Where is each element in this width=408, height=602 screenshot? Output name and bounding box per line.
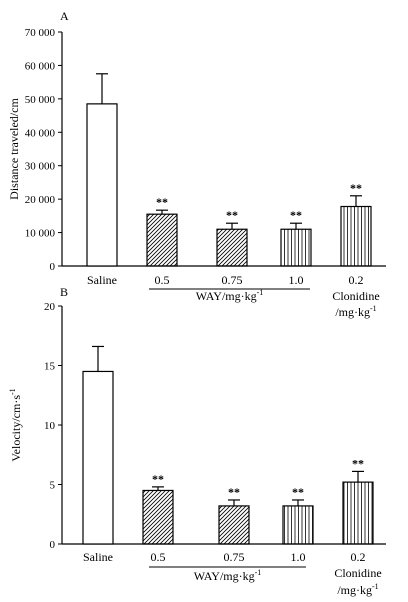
y-tick-label: 70 000: [25, 27, 56, 39]
x-tick-label: 1.0: [289, 273, 304, 287]
significance-marker: **: [350, 181, 362, 195]
bar-0.5: [142, 489, 174, 545]
y-tick-label: 0: [50, 539, 56, 551]
y-tick-label: 50 000: [25, 94, 56, 106]
bar-0.2: [342, 481, 374, 545]
x-tick-label: 0.2: [351, 550, 366, 564]
significance-marker: **: [226, 208, 238, 222]
y-tick-label: 60 000: [25, 60, 56, 72]
y-tick-label: 15: [44, 361, 56, 373]
x-tick-label: 0.75: [224, 550, 245, 564]
bar-0.75: [218, 505, 250, 545]
y-tick-label: 30 000: [25, 161, 56, 173]
y-tick-label: 10 000: [25, 228, 56, 240]
y-tick-label: 20: [44, 301, 56, 313]
y-axis-label: Velocity/cm·s-1: [8, 388, 23, 461]
x-tick-label: 0.5: [151, 550, 166, 564]
chart-panels: A 0 10 000 20 000 30 000 40 000 50 000 60 000 70…: [7, 9, 386, 597]
bar-Saline: [86, 103, 118, 267]
significance-marker: **: [152, 472, 164, 486]
significance-marker: **: [352, 456, 364, 470]
x-tick-label: 1.0: [291, 550, 306, 564]
bar-0.5: [146, 213, 178, 267]
x-tick-label: 0.75: [222, 273, 243, 287]
group-label-way: WAY/mg·kg-1: [194, 568, 262, 583]
panel-label: A: [60, 9, 69, 23]
significance-marker: **: [292, 485, 304, 499]
x-tick-label: 0.2: [349, 273, 364, 287]
group-label-clonidine-unit: /mg·kg-1: [337, 582, 378, 597]
y-tick-label: 0: [50, 261, 56, 273]
y-tick-label: 40 000: [25, 127, 56, 139]
significance-marker: **: [156, 195, 168, 209]
bar-1.0: [282, 505, 314, 545]
x-tick-label: Saline: [87, 273, 117, 287]
y-axis-label: Distance traveled/cm: [7, 98, 21, 200]
panel-label: B: [60, 285, 68, 299]
bar-0.2: [340, 205, 372, 267]
group-label-clonidine-unit: /mg·kg-1: [335, 304, 376, 319]
group-label-way: WAY/mg·kg-1: [196, 288, 264, 303]
y-tick-label: 10: [44, 420, 56, 432]
bar-Saline: [82, 370, 114, 545]
x-tick-label: Saline: [83, 550, 113, 564]
y-tick-label: 5: [50, 480, 56, 492]
group-label-clonidine: Clonidine: [334, 566, 381, 580]
y-tick-label: 20 000: [25, 194, 56, 206]
significance-marker: **: [290, 208, 302, 222]
x-tick-label: 0.5: [155, 273, 170, 287]
significance-marker: **: [228, 485, 240, 499]
chart-panel-B: B 0 5 10 15 20 Velocity/cm·s-1 Saline ** 0.5 ** 0.7…: [8, 285, 386, 597]
bar-0.75: [216, 228, 248, 267]
group-label-clonidine: Clonidine: [332, 289, 379, 303]
chart-panel-A: A 0 10 000 20 000 30 000 40 000 50 000 60 000 70…: [7, 9, 386, 319]
bar-1.0: [280, 228, 312, 267]
